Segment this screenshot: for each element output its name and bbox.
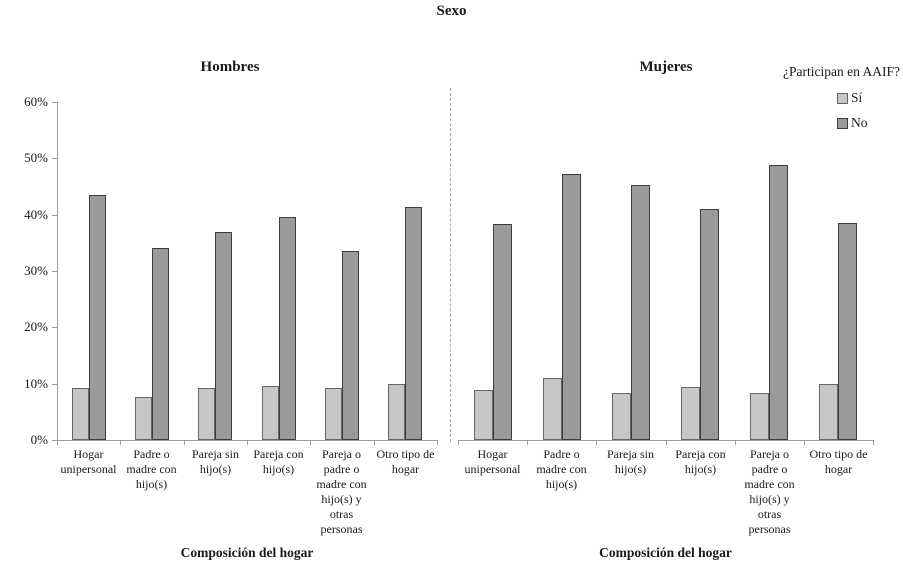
bar-no (700, 209, 719, 440)
y-axis-tick (52, 215, 57, 216)
category-label: Pareja o padre o madre con hijo(s) y otr… (316, 447, 367, 536)
y-axis-tick (52, 384, 57, 385)
category-label: Pareja sin hijo(s) (192, 447, 239, 476)
bar-si (325, 388, 342, 440)
x-axis-title: Composición del hogar (180, 545, 314, 560)
y-tick-label: 20% (24, 319, 48, 334)
category-label: Otro tipo de hogar (809, 447, 868, 476)
bar-si (819, 384, 838, 440)
y-tick-label: 60% (24, 94, 48, 109)
x-axis-tick (735, 441, 736, 445)
category-label: Pareja sin hijo(s) (607, 447, 654, 476)
category-label: Pareja o padre o madre con hijo(s) y otr… (744, 447, 795, 536)
category-label: Hogar unipersonal (60, 447, 117, 476)
x-axis-tick (120, 441, 121, 445)
bar-si (750, 393, 769, 440)
y-tick-label: 0% (30, 432, 48, 447)
y-axis-tick (52, 440, 57, 441)
legend-swatch-icon (837, 117, 848, 129)
category-label: Pareja con hijo(s) (253, 447, 304, 476)
y-axis-tick (52, 158, 57, 159)
bar-si (474, 390, 493, 440)
bar-si (262, 386, 279, 440)
y-tick-label: 30% (24, 263, 48, 278)
legend-swatch-icon (837, 92, 848, 104)
category-label: Padre o madre con hijo(s) (536, 447, 587, 491)
bar-si (135, 397, 152, 440)
bar-no (152, 248, 169, 440)
y-tick-label: 50% (24, 150, 48, 165)
y-axis-tick (52, 327, 57, 328)
bar-si (681, 387, 700, 440)
panel-divider (450, 88, 451, 442)
category-label: Padre o madre con hijo(s) (126, 447, 177, 491)
bar-no (89, 195, 106, 440)
x-axis-tick (57, 441, 58, 445)
x-axis-tick (458, 441, 459, 445)
x-axis-tick (247, 441, 248, 445)
x-axis-tick (437, 441, 438, 445)
y-tick-label: 40% (24, 207, 48, 222)
bar-no (342, 251, 359, 440)
x-axis-tick (184, 441, 185, 445)
x-axis-line (458, 440, 874, 441)
bar-no (562, 174, 581, 440)
x-axis-tick (374, 441, 375, 445)
bar-no (769, 165, 788, 440)
x-axis-tick (310, 441, 311, 445)
x-axis-tick (596, 441, 597, 445)
legend: Sí No (837, 90, 868, 140)
bar-si (72, 388, 89, 440)
bar-si (388, 384, 405, 440)
x-axis-line (57, 440, 438, 441)
chart-title: Sexo (436, 3, 467, 19)
legend-item-si: Sí (837, 90, 868, 106)
panel-title: Hombres (200, 59, 260, 75)
legend-label: No (851, 115, 868, 130)
y-tick-label: 10% (24, 376, 48, 391)
bar-no (493, 224, 512, 440)
category-label: Hogar unipersonal (464, 447, 521, 476)
category-label: Otro tipo de hogar (376, 447, 435, 476)
bar-si (543, 378, 562, 440)
legend-item-no: No (837, 115, 868, 131)
x-axis-title: Composición del hogar (599, 545, 732, 560)
y-axis-tick (52, 102, 57, 103)
x-axis-tick (666, 441, 667, 445)
panel-title: Mujeres (639, 59, 693, 75)
bar-no (279, 217, 296, 440)
bar-no (405, 207, 422, 440)
y-axis-line (57, 102, 58, 441)
bar-si (198, 388, 215, 440)
bar-no (838, 223, 857, 440)
bar-no (215, 232, 232, 440)
category-label: Pareja con hijo(s) (675, 447, 726, 476)
x-axis-tick (873, 441, 874, 445)
bar-si (612, 393, 631, 440)
legend-title: ¿Participan en AAIF? (783, 64, 900, 79)
x-axis-tick (527, 441, 528, 445)
x-axis-tick (804, 441, 805, 445)
bar-no (631, 185, 650, 440)
legend-label: Sí (851, 90, 863, 105)
y-axis-tick (52, 271, 57, 272)
